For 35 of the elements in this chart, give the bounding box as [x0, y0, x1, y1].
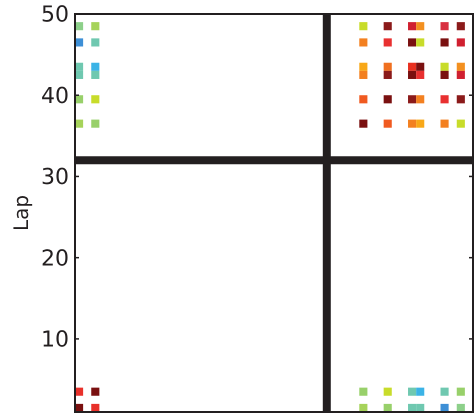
- point: [75, 388, 84, 396]
- point: [408, 62, 416, 71]
- y-tick-label: 10: [41, 328, 69, 353]
- y-tick-label: 40: [41, 84, 69, 109]
- point: [359, 62, 368, 71]
- point: [456, 62, 465, 71]
- y-axis-title: Lap: [9, 194, 33, 232]
- point: [456, 95, 465, 104]
- point: [440, 38, 449, 46]
- y-tick-label: 50: [41, 2, 69, 28]
- point: [91, 404, 100, 412]
- point: [384, 62, 392, 71]
- point: [408, 22, 416, 30]
- point: [384, 120, 392, 128]
- point: [416, 404, 424, 412]
- point: [456, 388, 465, 396]
- point: [91, 22, 100, 30]
- point: [359, 388, 368, 396]
- point: [384, 22, 392, 30]
- point: [408, 38, 416, 46]
- point: [408, 95, 416, 104]
- point: [440, 62, 449, 71]
- y-tick-label: 20: [41, 246, 69, 272]
- point: [384, 38, 392, 46]
- point: [408, 120, 416, 128]
- point: [91, 62, 100, 71]
- point: [456, 22, 465, 30]
- point: [359, 95, 368, 104]
- point: [416, 70, 424, 79]
- point: [456, 70, 465, 79]
- point: [440, 95, 449, 104]
- point: [440, 120, 449, 128]
- point: [456, 38, 465, 46]
- y-tick-label: 30: [41, 165, 69, 190]
- point: [440, 22, 449, 30]
